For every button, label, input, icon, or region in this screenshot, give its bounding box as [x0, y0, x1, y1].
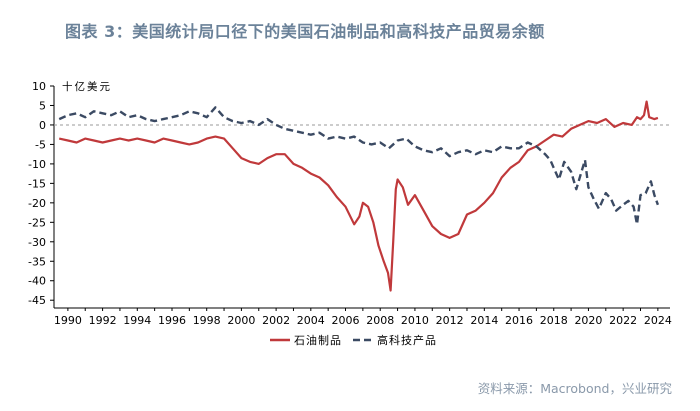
y-tick-label: -10 [28, 158, 46, 171]
x-tick-label: 2018 [540, 314, 568, 327]
axes [50, 85, 670, 311]
legend-label-petroleum: 石油制品 [294, 333, 342, 347]
x-tick-label: 1992 [89, 314, 117, 327]
y-tick-label: 5 [39, 99, 46, 112]
x-tick-label: 2022 [609, 314, 637, 327]
y-tick-label: 10 [32, 80, 46, 93]
y-tick-label: -20 [28, 197, 46, 210]
series-line-petroleum [58, 100, 659, 292]
y-tick-label: -25 [28, 216, 46, 229]
legend: 石油制品 高科技产品 [270, 333, 437, 347]
x-tick-label: 2010 [401, 314, 429, 327]
x-tick-label: 1996 [158, 314, 186, 327]
y-tick-label: -40 [28, 275, 46, 288]
y-axis-unit-label: 十亿美元 [62, 80, 112, 93]
y-tick-label: -45 [28, 294, 46, 307]
chart-title: 图表 3：美国统计局口径下的美国石油制品和高科技产品贸易余额 [65, 22, 545, 41]
x-tick-label: 2000 [227, 314, 255, 327]
x-tick-label: 2002 [262, 314, 290, 327]
y-tick-label: -15 [28, 177, 46, 190]
x-tick-label: 2004 [297, 314, 325, 327]
y-tick-label: -30 [28, 236, 46, 249]
x-tick-label: 2006 [332, 314, 360, 327]
x-tick-label: 2012 [436, 314, 464, 327]
x-tick-label: 1990 [54, 314, 82, 327]
x-tick-label: 2016 [505, 314, 533, 327]
x-tick-label: 1994 [123, 314, 151, 327]
x-tick-label: 2024 [644, 314, 672, 327]
series-line-hightech [58, 106, 660, 226]
x-tick-label: 2014 [470, 314, 498, 327]
y-tick-label: 0 [39, 119, 46, 132]
y-tick-label: -35 [28, 255, 46, 268]
x-tick-label: 1998 [193, 314, 221, 327]
series-lines [58, 100, 660, 292]
tick-labels: 10 5 0 -5 -10 -15 -20 -25 -30 -35 -40 -45 1990 1992 19… [28, 80, 672, 327]
y-tick-label: -5 [35, 138, 46, 151]
x-tick-label: 2008 [366, 314, 394, 327]
legend-label-hightech: 高科技产品 [377, 333, 437, 347]
x-tick-label: 2020 [574, 314, 602, 327]
source-note: 资料来源：Macrobond，兴业研究 [477, 381, 672, 396]
